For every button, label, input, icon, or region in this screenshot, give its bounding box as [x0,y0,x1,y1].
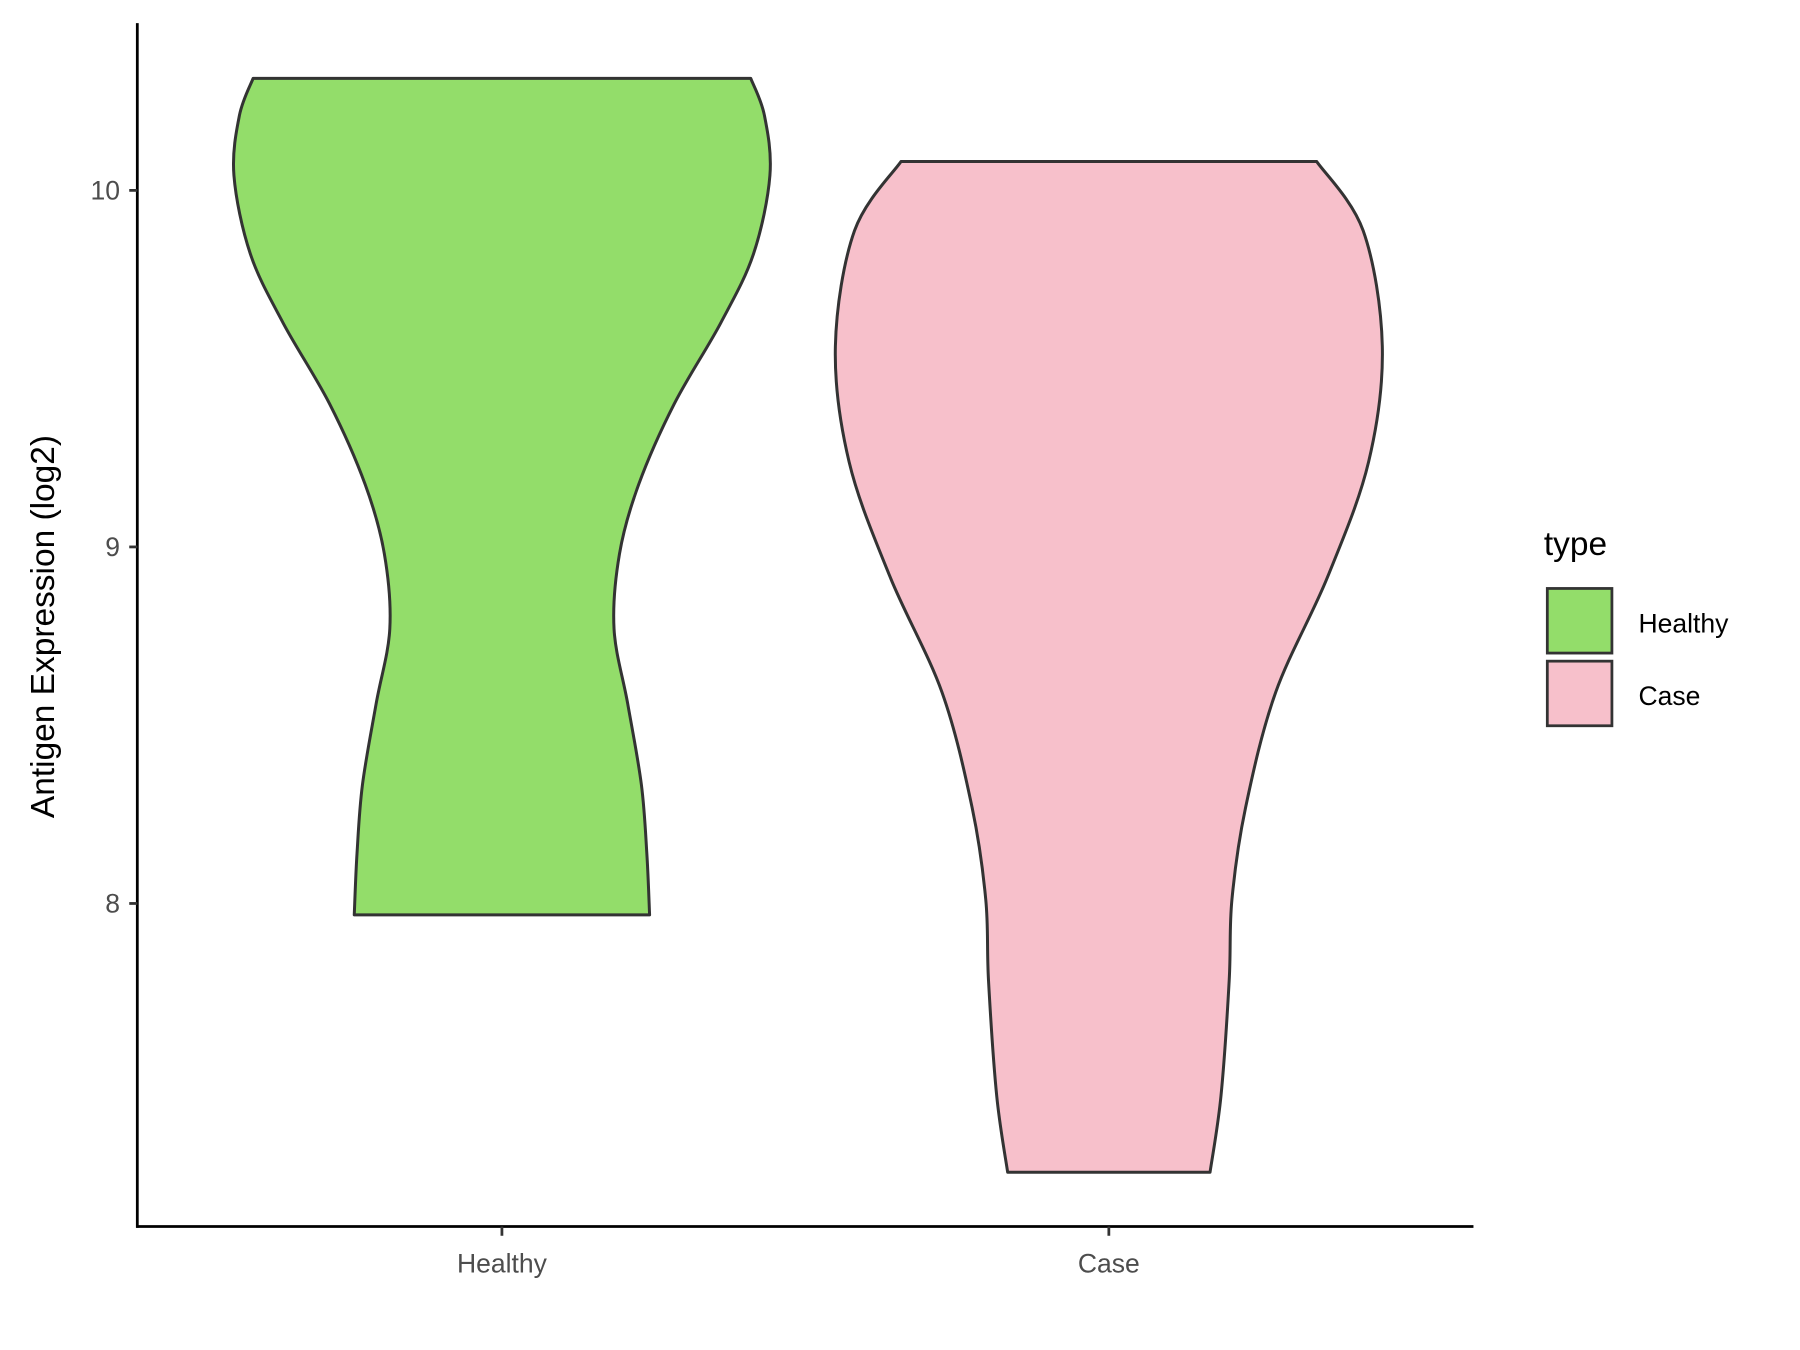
y-axis-title: Antigen Expression (log2) [25,435,62,818]
legend-key-case [1545,659,1614,728]
x-ticks: Healthy Case [457,1226,1140,1279]
y-tick-label: 8 [105,889,120,919]
legend-label-healthy: Healthy [1638,608,1729,638]
violin-case [833,160,1384,1174]
violin-healthy [232,76,772,917]
y-tick-label: 9 [105,532,120,562]
legend: type Healthy Case [1544,526,1729,728]
x-tick-label: Healthy [457,1249,548,1279]
x-tick-label: Case [1078,1249,1140,1279]
y-ticks: 8 9 10 [91,176,138,919]
legend-label-case: Case [1638,681,1700,711]
legend-key-healthy [1545,587,1614,655]
legend-title: type [1544,526,1607,563]
violins [232,76,1384,1174]
y-tick-label: 10 [91,176,121,206]
